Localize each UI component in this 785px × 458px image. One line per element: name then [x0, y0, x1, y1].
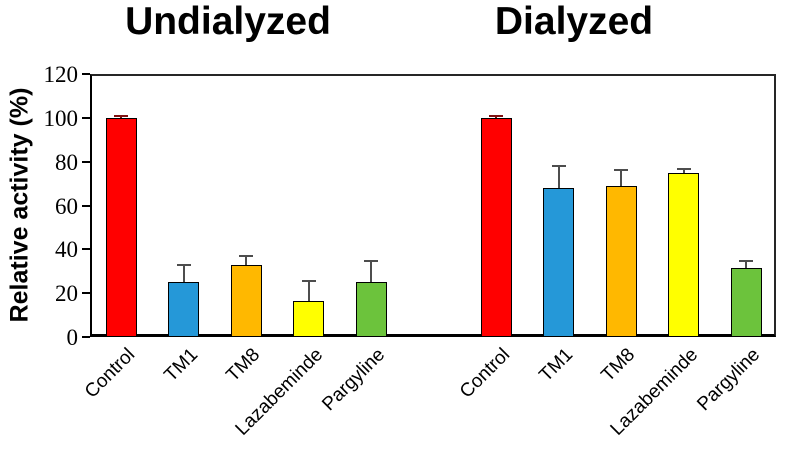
bar-undialyzed-tm8 [230, 264, 262, 337]
bar-undialyzed-pargyline [355, 282, 387, 337]
y-tick-mark [82, 204, 90, 207]
bar-dialyzed-lazabeminde [668, 172, 699, 337]
y-tick-label: 0 [66, 325, 79, 350]
error-bar-line [557, 166, 560, 188]
error-bar-line [307, 281, 310, 301]
error-bar-line [745, 261, 747, 268]
y-tick-label: 80 [55, 149, 78, 175]
error-bar-cap [114, 114, 128, 117]
y-tick-mark [82, 73, 90, 75]
y-tick-label: 60 [55, 193, 78, 219]
error-bar-line [245, 255, 247, 265]
bar-undialyzed-control [105, 117, 137, 337]
y-tick-label: 20 [55, 281, 78, 307]
error-bar-cap [739, 260, 753, 263]
y-tick-label: 40 [55, 237, 78, 263]
error-bar-cap [364, 260, 378, 263]
error-bar-line [370, 261, 372, 283]
error-bar-cap [614, 169, 628, 172]
panel-title-dialyzed: Dialyzed [494, 0, 654, 43]
y-tick-label: 120 [43, 62, 79, 87]
y-tick-label: 100 [43, 105, 79, 131]
error-bar-cap [239, 254, 253, 257]
bar-dialyzed-tm1 [543, 187, 574, 337]
error-bar-line [495, 115, 497, 118]
error-bar-cap [676, 168, 691, 171]
bar-dialyzed-control [480, 117, 512, 337]
error-bar-cap [176, 263, 191, 266]
bar-dialyzed-pargyline [730, 267, 762, 337]
y-tick-mark [82, 292, 90, 295]
bar-undialyzed-tm1 [168, 282, 199, 337]
y-tick-mark [82, 160, 90, 163]
error-bar-line [620, 170, 622, 186]
error-bar-line [682, 169, 685, 173]
bar-dialyzed-tm8 [605, 185, 637, 337]
y-tick-mark [82, 116, 90, 119]
error-bar-line [120, 115, 122, 118]
error-bar-cap [551, 165, 566, 168]
bar-undialyzed-lazabeminde [293, 300, 324, 337]
error-bar-cap [489, 114, 503, 117]
y-tick-mark [82, 248, 90, 251]
y-tick-mark [82, 336, 90, 338]
error-bar-line [182, 264, 185, 283]
plot-area [90, 74, 776, 337]
error-bar-cap [301, 280, 316, 283]
panel-title-undialyzed: Undialyzed [125, 0, 331, 43]
